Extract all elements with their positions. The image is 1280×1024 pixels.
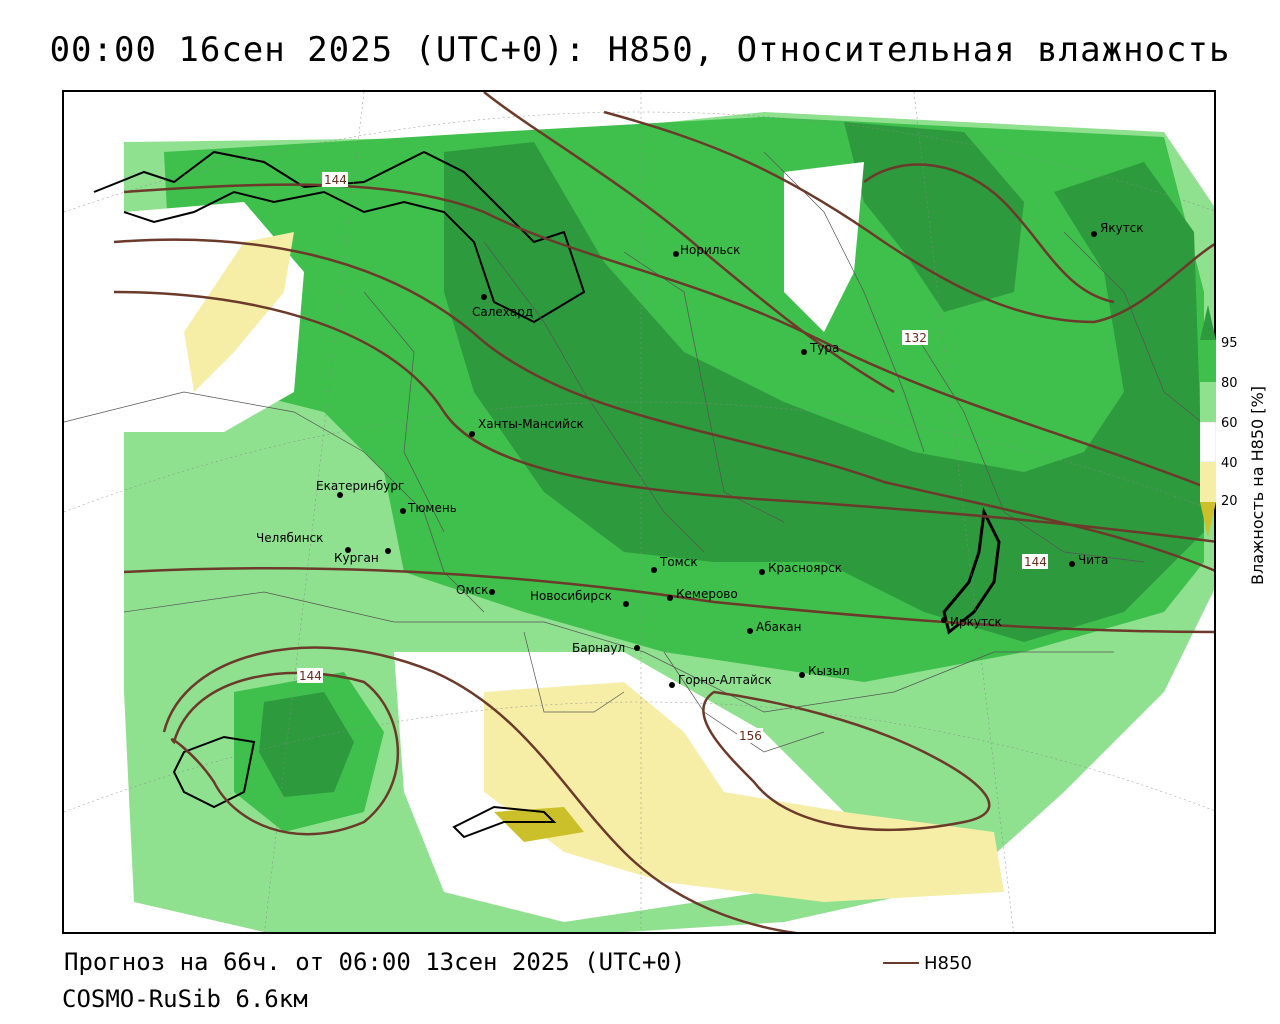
dry-patch-north (784, 162, 864, 332)
graticule (64, 92, 1214, 932)
forecast-map[interactable]: 144 132 144 144 156 Норильск Якутск Сале… (62, 90, 1216, 934)
h850-contour-labels: 144 132 144 144 156 (297, 172, 1048, 743)
city-label: Норильск (680, 243, 740, 257)
city-label: Челябинск (256, 531, 323, 545)
forecast-info: Прогноз на 66ч. от 06:00 13сен 2025 (UTC… (64, 948, 686, 976)
coastline (93, 150, 586, 324)
contour-label: 144 (299, 669, 322, 683)
city-markers: Норильск Якутск Салехард Тура Ханты-Манс… (256, 221, 1144, 688)
city-label: Омск (456, 583, 488, 597)
humidity-colorbar (1200, 305, 1216, 537)
very-low-humidity-south (494, 807, 584, 842)
city-label: Екатеринбург (316, 479, 404, 493)
humidity-blob-southwest-core (259, 692, 354, 797)
map-canvas: 144 132 144 144 156 Норильск Якутск Сале… (64, 92, 1214, 932)
city-label: Якутск (1100, 221, 1144, 235)
colorbar-title: Влажность на H850 [%] (1248, 386, 1267, 585)
h850-legend-label: H850 (924, 953, 972, 974)
city-label: Ханты-Мансийск (478, 417, 584, 431)
balkhash-lake (452, 805, 557, 839)
low-humidity-south (484, 682, 1004, 902)
city-label: Чита (1078, 553, 1108, 567)
colorbar-tick: 60 (1221, 416, 1238, 431)
city-label: Кызыл (808, 664, 850, 678)
humidity-field-dark (444, 142, 1204, 642)
city-label: Тура (809, 341, 839, 355)
model-name: COSMO-RuSib 6.6км (62, 985, 308, 1013)
colorbar-tick: 80 (1221, 376, 1238, 391)
city-label: Кемерово (676, 587, 738, 601)
city-label: Красноярск (768, 561, 842, 575)
contour-label: 144 (1024, 555, 1047, 569)
map-title: 00:00 16сен 2025 (UTC+0): H850, Относите… (49, 30, 1231, 70)
city-label: Новосибирск (530, 589, 612, 603)
city-label: Барнаул (572, 641, 625, 655)
city-label: Тюмень (407, 501, 457, 515)
colorbar-tick: 95 (1221, 336, 1238, 351)
colorbar-tick: 20 (1221, 494, 1238, 509)
city-label: Курган (334, 551, 379, 565)
low-humidity-west (184, 232, 294, 392)
contour-label: 132 (904, 331, 927, 345)
city-label: Горно-Алтайск (678, 673, 772, 687)
city-label: Абакан (756, 620, 801, 634)
aral-sea (172, 735, 256, 809)
city-label: Томск (659, 555, 698, 569)
contour-label: 156 (739, 729, 762, 743)
h850-legend-line (883, 962, 919, 964)
city-label: Иркутск (950, 615, 1002, 629)
colorbar-tick: 40 (1221, 456, 1238, 471)
contour-label: 144 (324, 173, 347, 187)
lake-baikal (942, 506, 1001, 635)
city-label: Салехард (472, 305, 533, 319)
